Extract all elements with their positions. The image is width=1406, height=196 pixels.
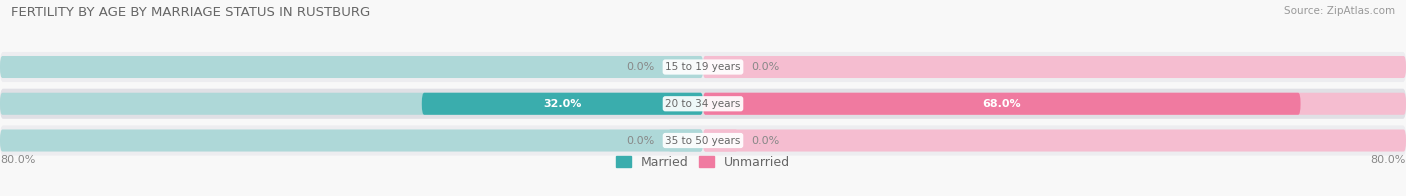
Text: 80.0%: 80.0% [1371,155,1406,165]
FancyBboxPatch shape [703,56,738,78]
Text: Source: ZipAtlas.com: Source: ZipAtlas.com [1284,6,1395,16]
FancyBboxPatch shape [0,125,1406,156]
Text: 20 to 34 years: 20 to 34 years [665,99,741,109]
FancyBboxPatch shape [703,130,1406,152]
FancyBboxPatch shape [0,93,703,115]
FancyBboxPatch shape [0,56,703,78]
FancyBboxPatch shape [703,93,1301,115]
Text: FERTILITY BY AGE BY MARRIAGE STATUS IN RUSTBURG: FERTILITY BY AGE BY MARRIAGE STATUS IN R… [11,6,371,19]
Text: 15 to 19 years: 15 to 19 years [665,62,741,72]
Text: 0.0%: 0.0% [751,135,779,145]
FancyBboxPatch shape [422,93,703,115]
FancyBboxPatch shape [0,130,703,152]
Text: 32.0%: 32.0% [543,99,582,109]
FancyBboxPatch shape [0,52,1406,82]
FancyBboxPatch shape [703,130,738,152]
FancyBboxPatch shape [0,89,1406,119]
FancyBboxPatch shape [703,56,1406,78]
FancyBboxPatch shape [703,93,1406,115]
Legend: Married, Unmarried: Married, Unmarried [616,156,790,169]
FancyBboxPatch shape [668,56,703,78]
Text: 35 to 50 years: 35 to 50 years [665,135,741,145]
FancyBboxPatch shape [668,130,703,152]
Text: 68.0%: 68.0% [983,99,1021,109]
Text: 0.0%: 0.0% [627,62,655,72]
Text: 80.0%: 80.0% [0,155,35,165]
Text: 0.0%: 0.0% [627,135,655,145]
Text: 0.0%: 0.0% [751,62,779,72]
